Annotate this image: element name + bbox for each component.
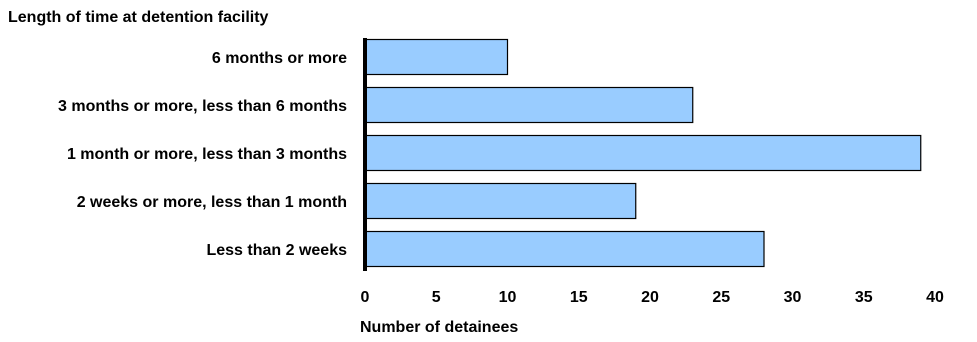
x-axis-label: Number of detainees [360,319,518,336]
bar [364,230,765,268]
x-tick-label: 25 [712,289,730,306]
x-tick-label: 10 [499,289,517,306]
x-tick-label: 35 [855,289,873,306]
bar [364,38,509,76]
category-label: Less than 2 weeks [206,242,347,259]
x-tick-label: 0 [361,289,370,306]
x-tick-label: 30 [784,289,802,306]
chart-title: Length of time at detention facility [8,9,269,26]
x-tick-label: 20 [641,289,659,306]
category-label: 1 month or more, less than 3 months [67,146,347,163]
bars-group [364,38,922,268]
x-tick-label: 15 [570,289,588,306]
bar [364,86,694,124]
bar [364,134,922,172]
category-label: 2 weeks or more, less than 1 month [77,194,347,211]
category-labels: 6 months or more 3 months or more, less t… [58,50,347,259]
x-tick-label: 5 [432,289,441,306]
x-tick-label: 40 [926,289,944,306]
category-label: 3 months or more, less than 6 months [58,98,347,115]
category-label: 6 months or more [212,50,347,67]
x-axis-tick-labels: 0 5 10 15 20 25 30 35 40 [361,289,944,306]
bar [364,182,637,220]
